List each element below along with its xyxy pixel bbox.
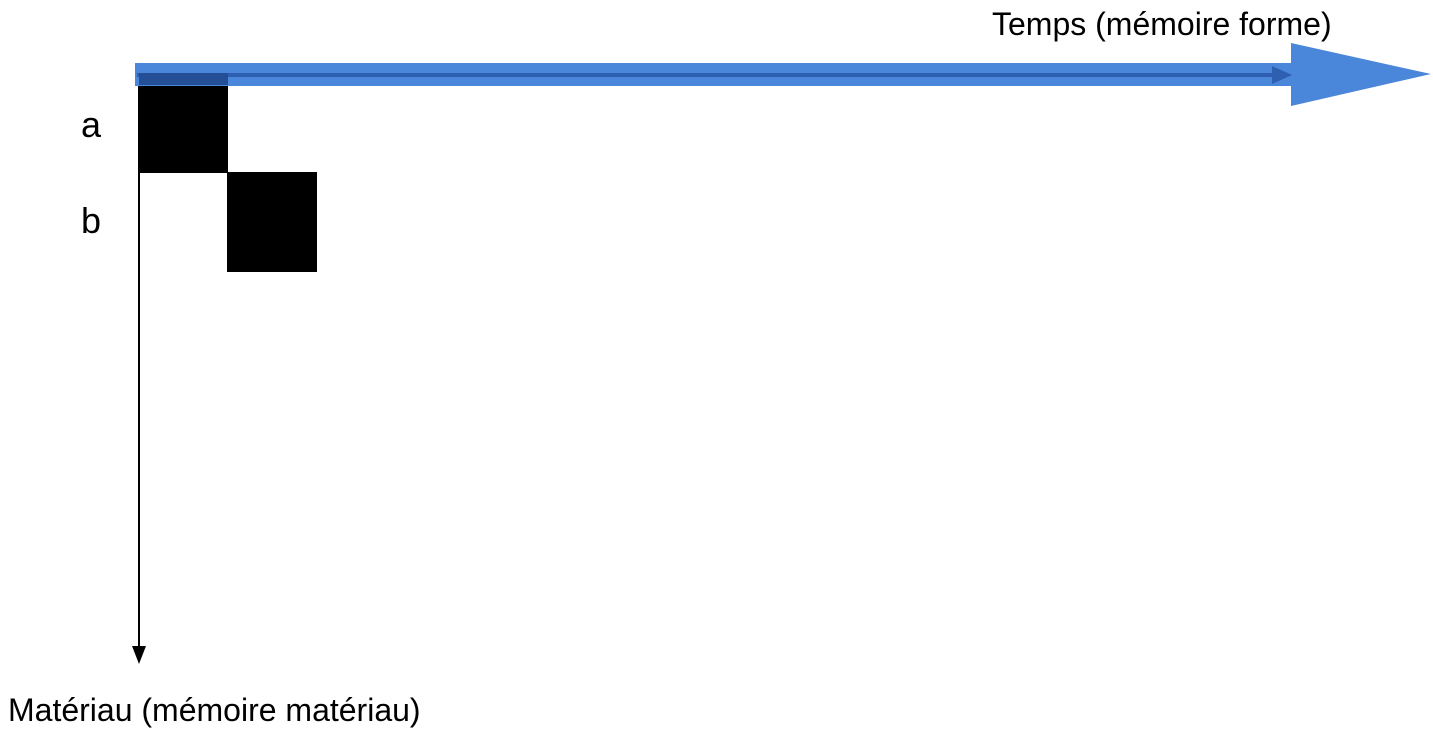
material-axis-label: Matériau (mémoire matériau) xyxy=(8,692,421,728)
time-axis-inner-line xyxy=(137,73,1277,77)
time-axis-inner-arrowhead xyxy=(1272,66,1292,84)
cell-a xyxy=(139,83,228,173)
row-label-b: b xyxy=(81,200,102,241)
cell-b xyxy=(227,172,317,272)
time-axis-highlight-segment xyxy=(139,73,228,85)
row-label-a: a xyxy=(81,104,102,145)
time-axis-label: Temps (mémoire forme) xyxy=(992,6,1332,42)
material-axis-arrowhead xyxy=(132,646,146,664)
